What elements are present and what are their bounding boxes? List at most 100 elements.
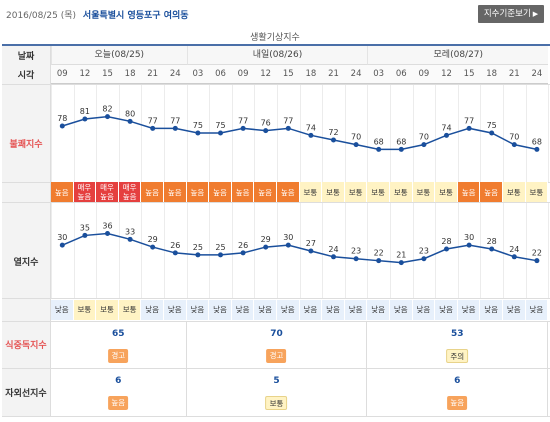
- row-divider: [2, 321, 550, 322]
- heat-value-label: 30: [57, 233, 67, 242]
- time-header: 09: [231, 65, 255, 84]
- heat-level-cell: 낮음: [231, 299, 255, 320]
- discomfort-level-cell: 보통: [503, 182, 526, 202]
- heat-point: [263, 244, 269, 250]
- discomfort-point: [444, 132, 449, 138]
- heat-level-cell: 낮음: [254, 299, 277, 320]
- discomfort-point: [127, 118, 133, 124]
- discomfort-value-label: 77: [170, 116, 180, 125]
- uv-cell: 6 높음: [367, 368, 549, 416]
- discomfort-value-label: 81: [80, 107, 90, 116]
- heat-point: [218, 252, 223, 258]
- discomfort-level-cell: 보통: [367, 182, 390, 202]
- heat-value-label: 22: [532, 249, 542, 258]
- discomfort-level-cell: 보통: [344, 182, 368, 202]
- date-location: 2016/08/25 (목) 서울특별시 영등포구 여의동: [6, 8, 189, 21]
- heat-value-label: 35: [80, 223, 90, 232]
- discomfort-point: [240, 125, 246, 131]
- time-header: 24: [525, 65, 549, 84]
- discomfort-value-label: 72: [328, 128, 338, 137]
- discomfort-point: [534, 146, 540, 152]
- weather-index-table: 날짜 시각 불쾌지수 열지수 식중독지수 자외선지수 오늘(08/25) 내일(08/26) 모…: [0, 44, 550, 422]
- discomfort-point: [105, 114, 110, 120]
- discomfort-level-cell: 매우 높음: [118, 182, 142, 202]
- chart-gridline: [322, 202, 324, 298]
- heat-level-cell: 보통: [73, 299, 97, 320]
- discomfort-value-label: 78: [57, 114, 67, 123]
- heat-point: [59, 242, 65, 248]
- food-poisoning-value: 65: [112, 329, 125, 339]
- discomfort-line: [62, 115, 538, 151]
- uv-badge: 높음: [108, 396, 129, 410]
- chart-gridline: [299, 202, 301, 298]
- chart-gridline: [96, 202, 98, 298]
- chart-gridline: [186, 84, 188, 182]
- chart-gridline: [480, 202, 482, 298]
- chart-gridline: [367, 202, 369, 298]
- time-header: 12: [254, 65, 277, 84]
- heat-value-label: 33: [125, 227, 135, 236]
- heat-value-label: 29: [261, 235, 271, 244]
- current-date: 2016/08/25 (목): [6, 11, 77, 21]
- discomfort-point: [489, 130, 495, 136]
- time-header: 18: [299, 65, 323, 84]
- time-header: 12: [435, 65, 458, 84]
- heat-level-cell: 보통: [118, 299, 142, 320]
- time-header: 18: [118, 65, 142, 84]
- heat-point: [444, 246, 449, 252]
- heat-point: [376, 258, 382, 264]
- discomfort-level-cell: 높음: [51, 182, 74, 202]
- chart-gridline: [503, 84, 504, 182]
- heat-value-label: 29: [148, 235, 158, 244]
- discomfort-level-cell: 보통: [299, 182, 323, 202]
- food-poisoning-badge: 경고: [266, 349, 287, 363]
- heat-level-cell: 낮음: [390, 299, 413, 320]
- heat-level-cell: 낮음: [344, 299, 368, 320]
- row-header-heat: 열지수: [2, 202, 51, 321]
- food-poisoning-badge: 경고: [108, 349, 129, 363]
- time-header: 21: [141, 65, 164, 84]
- discomfort-point: [218, 130, 223, 136]
- discomfort-point: [172, 125, 178, 131]
- discomfort-point: [308, 132, 314, 138]
- uv-value: 6: [454, 376, 461, 386]
- chart-gridline: [141, 84, 143, 182]
- heat-value-label: 22: [374, 249, 384, 258]
- row-header-uv: 자외선지수: [2, 368, 51, 416]
- discomfort-point: [511, 142, 517, 148]
- heat-level-cell: 낮음: [277, 299, 300, 320]
- heat-point: [172, 250, 178, 256]
- heat-value-label: 23: [351, 247, 361, 256]
- row-divider: [2, 84, 550, 85]
- uv-cell: 5 보통: [187, 368, 368, 416]
- discomfort-value-label: 77: [464, 116, 474, 125]
- discomfort-value-label: 70: [509, 133, 519, 142]
- chart-gridline: [435, 84, 437, 182]
- heat-point: [511, 254, 517, 260]
- heat-value-label: 25: [193, 243, 203, 252]
- chart-gridline: [457, 202, 459, 298]
- time-header: 09: [51, 65, 74, 84]
- index-standard-button[interactable]: 지수기준보기 ▶: [478, 5, 544, 23]
- heat-point: [150, 244, 156, 250]
- discomfort-value-label: 77: [238, 116, 248, 125]
- chart-gridline: [480, 84, 482, 182]
- discomfort-value-label: 76: [261, 119, 271, 128]
- uv-badge: 높음: [447, 396, 468, 410]
- heat-level-cell: 낮음: [525, 299, 549, 320]
- discomfort-value-label: 82: [102, 105, 112, 114]
- location-label: 서울특별시 영등포구 여의동: [82, 11, 189, 21]
- discomfort-level-cell: 보통: [525, 182, 549, 202]
- chart-gridline: [322, 84, 324, 182]
- heat-point: [105, 230, 110, 236]
- food-poisoning-cell: 65 경고: [51, 321, 187, 368]
- chart-gridline: [503, 202, 504, 298]
- heat-value-label: 28: [487, 237, 497, 246]
- discomfort-value-label: 70: [351, 133, 361, 142]
- heat-point: [308, 248, 314, 254]
- table-caption: 생활기상지수: [250, 33, 300, 43]
- discomfort-point: [59, 123, 65, 129]
- discomfort-level-cell: 매우 높음: [73, 182, 97, 202]
- heat-value-label: 21: [396, 251, 406, 260]
- row-header-date: 날짜: [2, 46, 51, 65]
